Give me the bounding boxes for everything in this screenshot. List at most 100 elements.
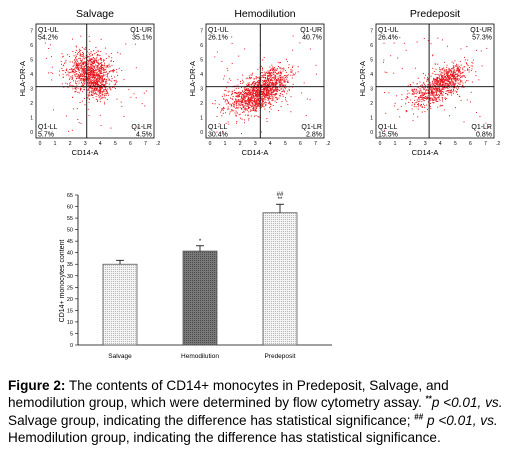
x-tick-label: 7 [314, 141, 317, 147]
x-tick-label: 4 [439, 141, 442, 147]
quadrant-label: Q1-LR [471, 124, 492, 131]
y-tick-label: 6 [370, 43, 373, 49]
bar-chart-ylabel: CD14+ monocytes content [59, 240, 66, 323]
significance-marker: ** [278, 197, 283, 203]
y-tick-label: 0 [370, 130, 373, 136]
quadrant-value: 26.1% [208, 35, 228, 42]
x-tick-label: 6 [299, 141, 302, 147]
flow-x-axis-label: CD14-A [72, 148, 99, 157]
y-tick-label: 3 [200, 86, 203, 92]
x-tick-label: 2 [409, 141, 412, 147]
y-tick-label: 25 [67, 285, 73, 291]
y-tick-label: 2 [370, 101, 373, 107]
flow-cytometry-panels: SalvageQ1-UL54.2%Q1-UR35.1%Q1-LL5.7%Q1-L… [18, 8, 500, 157]
x-category-label: Salvage [108, 353, 132, 360]
y-tick-label: 7 [370, 28, 373, 34]
x-tick-label: 3 [84, 141, 87, 147]
flow-plot-frame [35, 23, 155, 139]
quadrant-label: Q1-LL [208, 124, 228, 131]
flow-y-axis-label: HLA-DR-A [188, 61, 197, 96]
y-tick-label: 1 [30, 115, 33, 121]
y-tick-label: 20 [67, 297, 73, 303]
quadrant-label: Q1-UL [378, 27, 399, 34]
quadrant-label: Q1-UL [38, 27, 59, 34]
flow-x-axis-label: CD14-A [242, 148, 269, 157]
y-tick-label: 5 [200, 57, 203, 63]
quadrant-value: 54.2% [38, 35, 58, 42]
y-tick-label: 1 [370, 115, 373, 121]
y-tick-label: 3 [30, 86, 33, 92]
caption-label: Figure 2: [8, 378, 66, 393]
quadrant-label: Q1-UL [208, 27, 229, 34]
x-tick-label: 6 [469, 141, 472, 147]
significance-marker: * [199, 239, 202, 245]
x-tick-label: 1 [54, 141, 57, 147]
quadrant-value: 15.5% [378, 132, 398, 139]
y-tick-label: 0 [200, 130, 203, 136]
y-tick-label: 7 [30, 28, 33, 34]
quadrant-value: 40.7% [302, 35, 322, 42]
flow-x-axis-label: CD14-A [412, 148, 439, 157]
y-tick-label: 60 [67, 205, 73, 211]
y-tick-label: 1 [200, 115, 203, 121]
significance-marker: ## [277, 192, 284, 198]
y-tick-label: 30 [67, 274, 73, 280]
figure-caption: Figure 2: The contents of CD14+ monocyte… [8, 377, 512, 447]
x-category-label: Hemodilution [181, 353, 219, 360]
x-tick-label: 3 [254, 141, 257, 147]
x-tick-label: 7 [484, 141, 487, 147]
quadrant-label: Q1-UR [300, 27, 322, 34]
y-tick-label: 45 [67, 239, 73, 245]
quadrant-value: 5.7% [38, 132, 54, 139]
flow-scatter-points [212, 35, 317, 135]
y-tick-label: 0 [70, 343, 73, 349]
x-tick-label: 5 [284, 141, 287, 147]
y-tick-label: 15 [67, 308, 73, 314]
y-tick-label: 7 [200, 28, 203, 34]
x-tick-label: 2 [69, 141, 72, 147]
y-tick-label: 4 [370, 72, 373, 78]
y-tick-label: 35 [67, 262, 73, 268]
caption-sig-mark-2: ## [414, 412, 424, 422]
y-tick-label: 50 [67, 228, 73, 234]
x-tick-label: 0 [39, 141, 42, 147]
x-tick-label: 0 [209, 141, 212, 147]
x-tick-label: 2 [239, 141, 242, 147]
x-tick-label: .2 [156, 141, 160, 147]
y-tick-label: 2 [30, 101, 33, 107]
y-tick-label: 5 [70, 331, 73, 337]
y-tick-label: 40 [67, 251, 73, 257]
y-tick-label: 0 [30, 130, 33, 136]
bar-hemodilution [182, 250, 218, 346]
y-tick-label: 4 [30, 72, 33, 78]
quadrant-value: 26.4% [378, 35, 398, 42]
y-tick-label: 10 [67, 320, 73, 326]
x-tick-label: 6 [129, 141, 132, 147]
flow-panel-title: Hemodilution [234, 8, 295, 20]
quadrant-value: 35.1% [132, 35, 152, 42]
x-tick-label: 5 [114, 141, 117, 147]
quadrant-value: 2.8% [306, 132, 322, 139]
y-tick-label: 2 [200, 101, 203, 107]
quadrant-label: Q1-LL [38, 124, 58, 131]
quadrant-value: 4.5% [136, 132, 152, 139]
flow-panel-title: Predeposit [410, 8, 460, 20]
x-tick-label: 0 [379, 141, 382, 147]
flow-y-axis-label: HLA-DR-A [18, 61, 27, 96]
quadrant-label: Q1-UR [130, 27, 152, 34]
x-tick-label: 1 [224, 141, 227, 147]
quadrant-value: 30.4% [208, 132, 228, 139]
x-tick-label: 4 [269, 141, 272, 147]
x-tick-label: 5 [454, 141, 457, 147]
caption-text-3: Hemodilution group, indicating the diffe… [8, 430, 441, 446]
x-tick-label: 3 [424, 141, 427, 147]
quadrant-label: Q1-LL [378, 124, 398, 131]
bar-predeposit [262, 212, 298, 346]
quadrant-value: 57.3% [472, 35, 492, 42]
quadrant-value: 0.8% [476, 132, 492, 139]
quadrant-label: Q1-LR [131, 124, 152, 131]
